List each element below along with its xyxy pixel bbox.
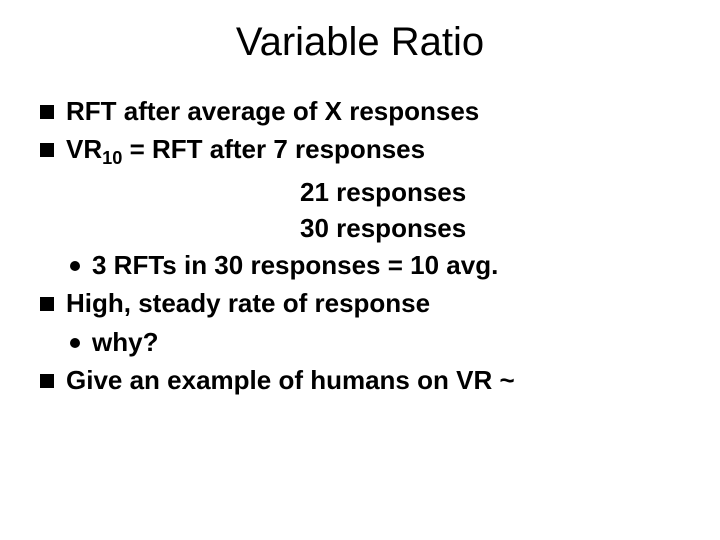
slide-container: Variable Ratio RFT after average of X re… <box>0 0 720 540</box>
indent-line-2: 30 responses <box>40 210 680 246</box>
indent-line-1: 21 responses <box>40 174 680 210</box>
bullet-text: VR10 = RFT after 7 responses <box>66 131 680 172</box>
slide-title: Variable Ratio <box>40 20 680 65</box>
vr-prefix: VR <box>66 134 102 164</box>
bullet-text: RFT after average of X responses <box>66 93 680 129</box>
square-bullet-icon <box>40 374 54 388</box>
bullet-text: High, steady rate of response <box>66 285 680 321</box>
square-bullet-icon <box>40 105 54 119</box>
bullet-item-2: VR10 = RFT after 7 responses <box>40 131 680 172</box>
sub-bullet-text: 3 RFTs in 30 responses = 10 avg. <box>92 247 680 283</box>
vr-subscript: 10 <box>102 149 122 169</box>
square-bullet-icon <box>40 297 54 311</box>
slide-body: RFT after average of X responses VR10 = … <box>40 93 680 400</box>
sub-bullet-text: why? <box>92 324 680 360</box>
bullet-item-1: RFT after average of X responses <box>40 93 680 129</box>
round-bullet-icon <box>70 261 80 271</box>
bullet-text: Give an example of humans on VR ~ <box>66 362 680 398</box>
sub-bullet-item-1: 3 RFTs in 30 responses = 10 avg. <box>70 247 680 283</box>
sub-bullet-item-2: why? <box>70 324 680 360</box>
square-bullet-icon <box>40 143 54 157</box>
bullet-item-4: Give an example of humans on VR ~ <box>40 362 680 398</box>
vr-rest: = RFT after 7 responses <box>122 134 425 164</box>
bullet-item-3: High, steady rate of response <box>40 285 680 321</box>
round-bullet-icon <box>70 338 80 348</box>
